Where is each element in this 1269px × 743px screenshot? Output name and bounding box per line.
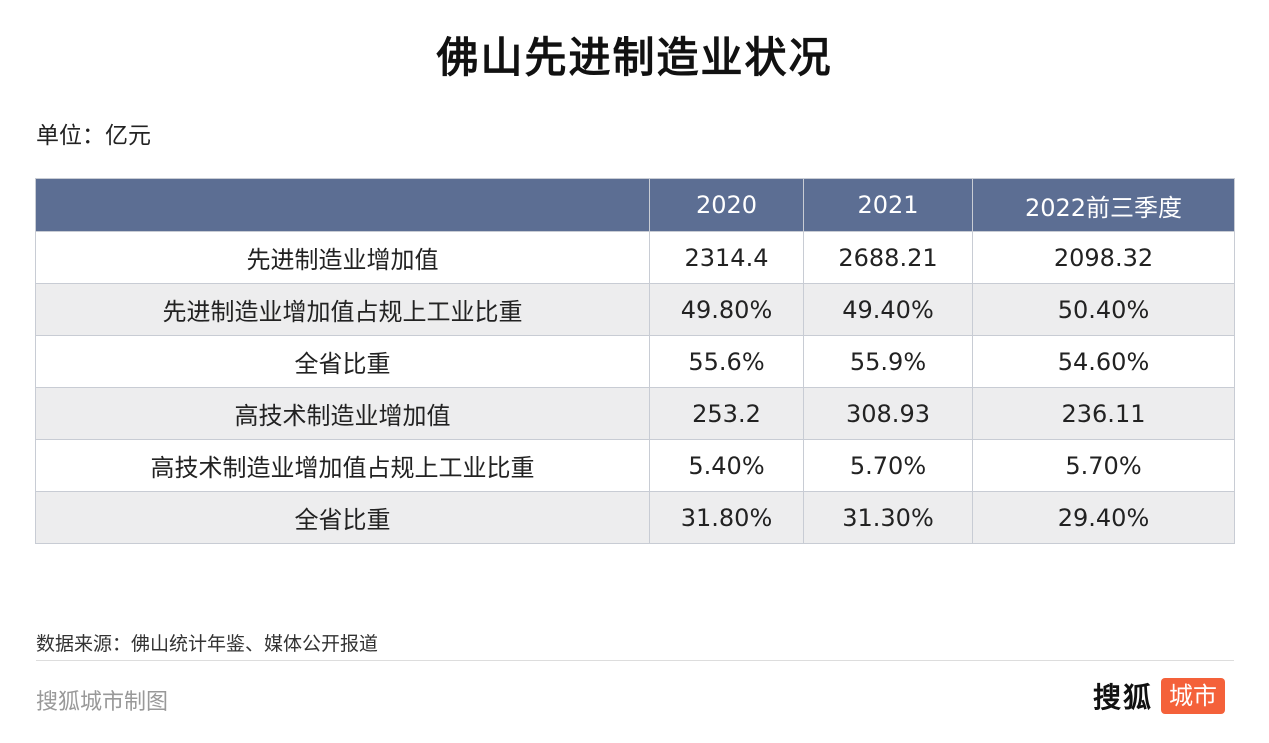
footer-divider [36,660,1234,661]
chart-credit: 搜狐城市制图 [36,690,169,715]
cell-2022q3: 5.70% [972,439,1235,492]
cell-2020: 5.40% [649,439,804,492]
cell-2020: 49.80% [649,283,804,336]
cell-2022q3: 2098.32 [972,231,1235,284]
cell-2020: 31.80% [649,491,804,544]
data-source-note: 数据来源：佛山统计年鉴、媒体公开报道 [36,633,379,655]
row-label: 先进制造业增加值 [35,231,650,284]
row-label: 先进制造业增加值占规上工业比重 [35,283,650,336]
cell-2022q3: 50.40% [972,283,1235,336]
cell-2022q3: 236.11 [972,387,1235,440]
unit-label: 单位：亿元 [36,123,151,149]
cell-2020: 2314.4 [649,231,804,284]
header-cell-2020: 2020 [649,178,804,232]
cell-2021: 308.93 [803,387,973,440]
cell-2021: 49.40% [803,283,973,336]
cell-2021: 31.30% [803,491,973,544]
sohu-city-logo: 搜狐 城市 [1093,676,1225,716]
logo-text: 搜狐 [1092,681,1153,714]
logo-badge: 城市 [1161,678,1225,714]
cell-2021: 2688.21 [803,231,973,284]
cell-2022q3: 29.40% [972,491,1235,544]
cell-2021: 5.70% [803,439,973,492]
cell-2022q3: 54.60% [972,335,1235,388]
data-table: 2020 2021 2022前三季度 先进制造业增加值 2314.4 2688.… [35,178,1235,544]
table-row: 全省比重 31.80% 31.30% 29.40% [35,491,1235,544]
cell-2020: 55.6% [649,335,804,388]
header-cell-2022q3: 2022前三季度 [972,178,1235,232]
row-label: 高技术制造业增加值 [35,387,650,440]
page-title: 佛山先进制造业状况 [436,33,833,82]
row-label: 全省比重 [35,491,650,544]
cell-2021: 55.9% [803,335,973,388]
table-row: 高技术制造业增加值占规上工业比重 5.40% 5.70% 5.70% [35,439,1235,492]
cell-2020: 253.2 [649,387,804,440]
table-header-row: 2020 2021 2022前三季度 [35,178,1235,232]
table-row: 全省比重 55.6% 55.9% 54.60% [35,335,1235,388]
header-cell-2021: 2021 [803,178,973,232]
header-cell-label [35,178,650,232]
table-row: 高技术制造业增加值 253.2 308.93 236.11 [35,387,1235,440]
row-label: 高技术制造业增加值占规上工业比重 [35,439,650,492]
data-table-container: 2020 2021 2022前三季度 先进制造业增加值 2314.4 2688.… [35,178,1235,544]
row-label: 全省比重 [35,335,650,388]
table-row: 先进制造业增加值 2314.4 2688.21 2098.32 [35,231,1235,284]
table-row: 先进制造业增加值占规上工业比重 49.80% 49.40% 50.40% [35,283,1235,336]
